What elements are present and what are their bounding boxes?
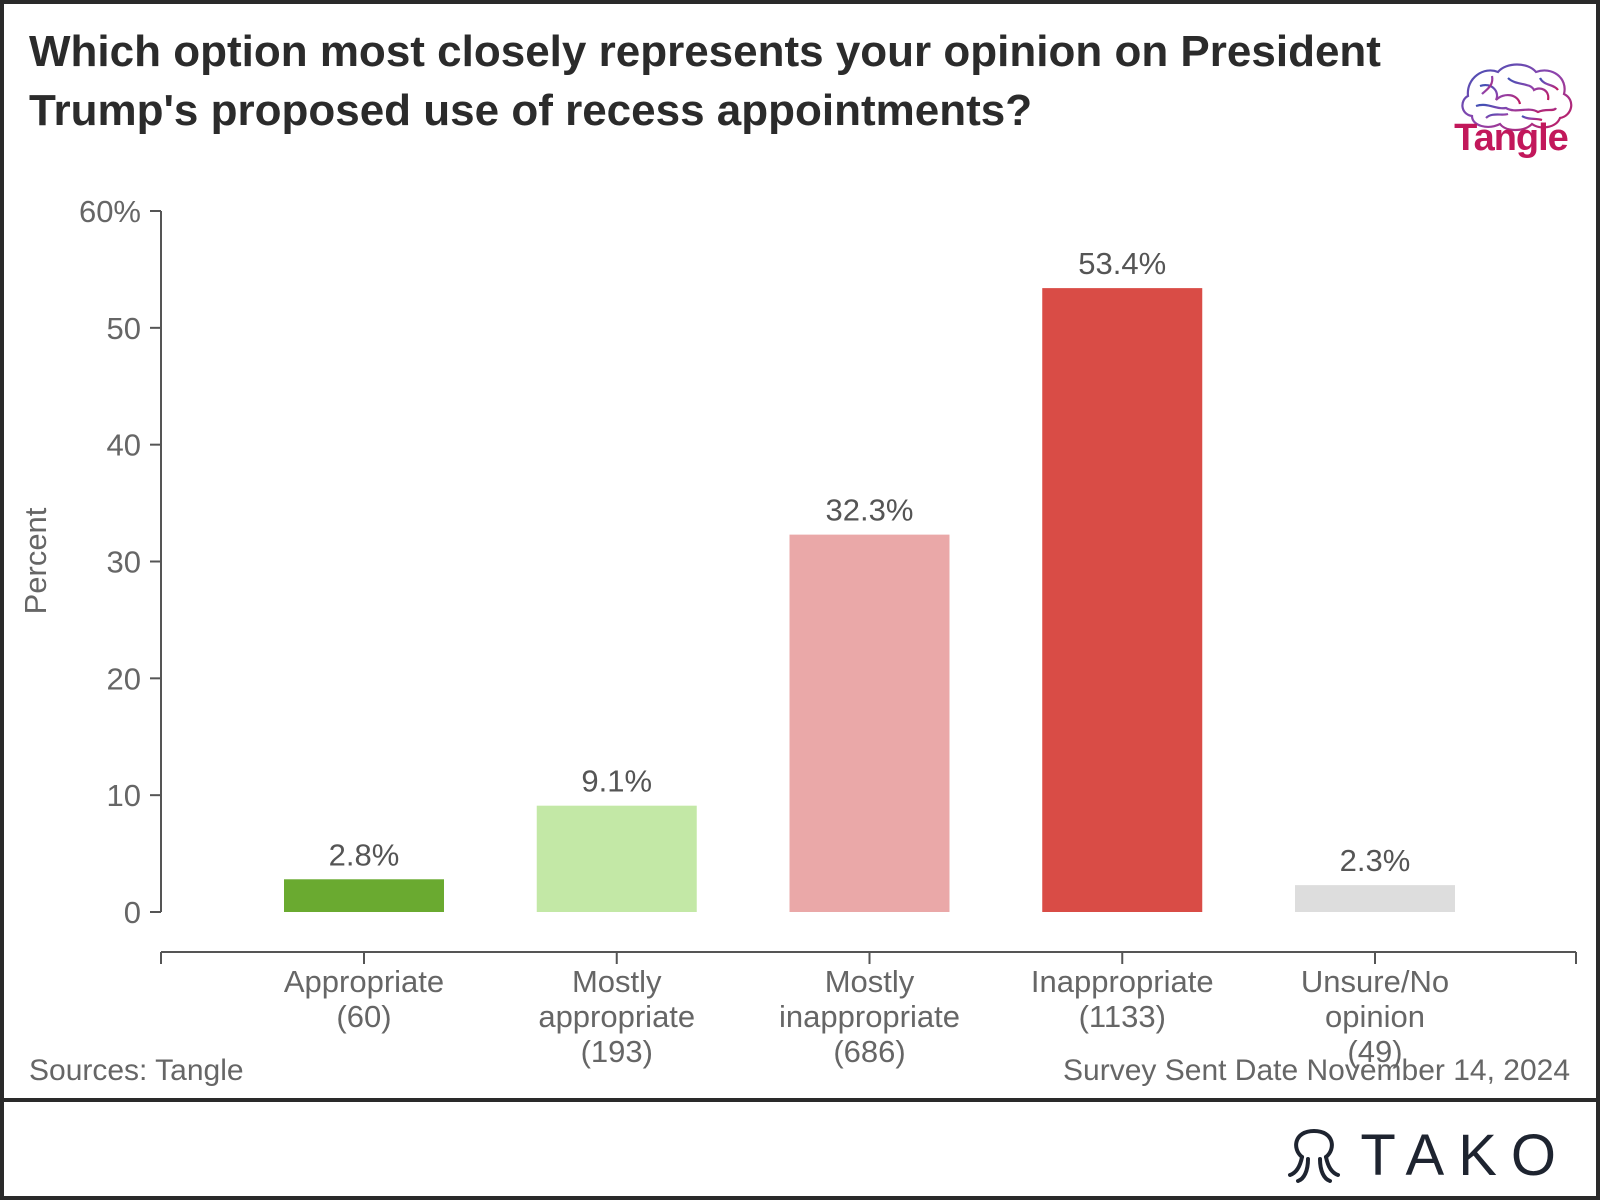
data-label-0: 2.8% xyxy=(329,837,400,872)
x-tick-label-line: Mostly xyxy=(825,964,915,999)
sources-text: Sources: Tangle xyxy=(29,1054,244,1087)
x-tick-label-line: inappropriate xyxy=(779,999,960,1034)
chart-card: Which option most closely represents you… xyxy=(4,4,1596,1102)
y-tick-label-5: 10 xyxy=(107,778,141,813)
x-tick-label-3: Inappropriate (1133) xyxy=(1031,964,1214,1034)
bar-3 xyxy=(1042,288,1203,912)
bar-0 xyxy=(284,879,444,912)
bar-4 xyxy=(1295,885,1455,912)
data-label-4: 2.3% xyxy=(1340,843,1411,878)
bar-1 xyxy=(536,805,697,912)
y-tick-label-2: 40 xyxy=(107,428,141,463)
y-tick-label-3: 30 xyxy=(107,545,141,580)
y-tick-label-6: 0 xyxy=(124,895,141,930)
y-tick-label-0: 60% xyxy=(79,194,141,229)
x-tick-label-line: (193) xyxy=(581,1034,653,1069)
data-label-2: 32.3% xyxy=(826,493,914,528)
x-tick-label-line: opinion xyxy=(1325,999,1425,1034)
y-tick-label-1: 50 xyxy=(107,311,141,346)
watermark-bar: TAKO xyxy=(4,1102,1596,1200)
tako-logo: TAKO xyxy=(1286,1122,1570,1189)
x-tick-label-0: Appropriate (60) xyxy=(284,964,444,1034)
x-tick-label-line: appropriate xyxy=(538,999,695,1034)
survey-date-text: Survey Sent Date November 14, 2024 xyxy=(1063,1054,1570,1087)
y-tick-label-4: 20 xyxy=(107,661,141,696)
x-tick-label-line: Unsure/No xyxy=(1301,964,1449,999)
bar-chart: 60% 50 40 30 20 10 0 Percent 2.8% Appropriate (60)… xyxy=(18,194,1577,1069)
data-label-1: 9.1% xyxy=(581,764,652,799)
tako-wordmark: TAKO xyxy=(1360,1123,1570,1188)
x-tick-label-1: Mostly appropriate (193) xyxy=(538,964,695,1069)
x-tick-label-line: (49) xyxy=(1347,1034,1402,1069)
y-axis-title: Percent xyxy=(18,507,53,614)
bar-2 xyxy=(789,534,950,912)
tangle-logo-text: Tangle xyxy=(1454,117,1569,159)
x-tick-label-line: Appropriate xyxy=(284,964,444,999)
data-label-3: 53.4% xyxy=(1078,246,1166,281)
x-tick-label-line: (1133) xyxy=(1079,999,1166,1034)
octopus-icon xyxy=(1288,1128,1341,1183)
x-tick-label-2: Mostly inappropriate (686) xyxy=(779,964,960,1069)
x-tick-label-line: (60) xyxy=(336,999,391,1034)
x-tick-label-line: Inappropriate xyxy=(1031,964,1214,999)
x-tick-label-line: Mostly xyxy=(572,964,662,999)
x-tick-label-4: Unsure/No opinion (49) xyxy=(1301,964,1449,1069)
x-tick-label-line: (686) xyxy=(833,1034,905,1069)
tangle-brain-logo-icon xyxy=(1461,63,1573,132)
chart-title: Which option most closely represents you… xyxy=(29,27,1381,135)
